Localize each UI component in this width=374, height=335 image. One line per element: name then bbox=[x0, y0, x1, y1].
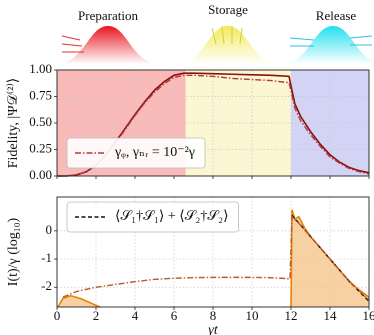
y-tick-label: -1 bbox=[41, 250, 52, 265]
x-tick-label: 10 bbox=[246, 308, 259, 323]
x-tick-label: 8 bbox=[210, 308, 217, 323]
stage-label: Release bbox=[316, 8, 357, 23]
x-tick-label: 4 bbox=[132, 308, 139, 323]
x-tick-label: 14 bbox=[324, 308, 338, 323]
area bbox=[57, 295, 100, 307]
legend-label: γᵩ, γₙᵣ = 10⁻²γ bbox=[114, 145, 195, 160]
stage-bump bbox=[55, 26, 161, 64]
y-axis-label: Fidelity, |Ψ𝒟⁽²⁾⟩ bbox=[6, 78, 21, 169]
arrows bbox=[289, 35, 373, 47]
legend: γᵩ, γₙᵣ = 10⁻²γ bbox=[66, 137, 206, 169]
arrows bbox=[211, 25, 243, 45]
line bbox=[57, 294, 101, 308]
y-tick-label: 0.25 bbox=[29, 140, 52, 155]
stage-bump bbox=[175, 26, 281, 64]
y-tick-label: 0.50 bbox=[29, 114, 52, 129]
x-tick-label: 6 bbox=[171, 308, 178, 323]
stage-bump bbox=[280, 26, 374, 64]
stage-illustration: Preparation Storage Release bbox=[55, 2, 374, 64]
stage-label: Storage bbox=[208, 2, 248, 17]
x-tick-label: 16 bbox=[363, 308, 374, 323]
stage-label: Preparation bbox=[78, 8, 138, 23]
x-axis-label: γt bbox=[208, 323, 219, 335]
plot-frame bbox=[56, 69, 370, 177]
y-tick-label: 0 bbox=[46, 222, 53, 237]
x-tick-label: 12 bbox=[285, 308, 298, 323]
y-tick-label: 0.00 bbox=[29, 167, 52, 182]
line bbox=[62, 215, 370, 301]
legend-box bbox=[66, 201, 240, 233]
arrows bbox=[61, 35, 84, 53]
y-tick-label: 0.75 bbox=[29, 87, 52, 102]
x-tick-label: 0 bbox=[54, 308, 61, 323]
legend: ⟨𝒮₁†𝒮₁⟩ + ⟨𝒮₂†𝒮₂⟩ bbox=[66, 201, 240, 233]
y-tick-label: 1.00 bbox=[29, 61, 52, 76]
plot-frame bbox=[56, 196, 370, 308]
x-tick-label: 2 bbox=[93, 308, 100, 323]
legend-label: ⟨𝒮₁†𝒮₁⟩ + ⟨𝒮₂†𝒮₂⟩ bbox=[115, 209, 229, 224]
y-axis-label: I(t)/γ (log₁₀) bbox=[6, 217, 21, 286]
y-tick-label: -2 bbox=[41, 278, 52, 293]
line bbox=[57, 74, 370, 177]
legend-box bbox=[66, 137, 206, 169]
